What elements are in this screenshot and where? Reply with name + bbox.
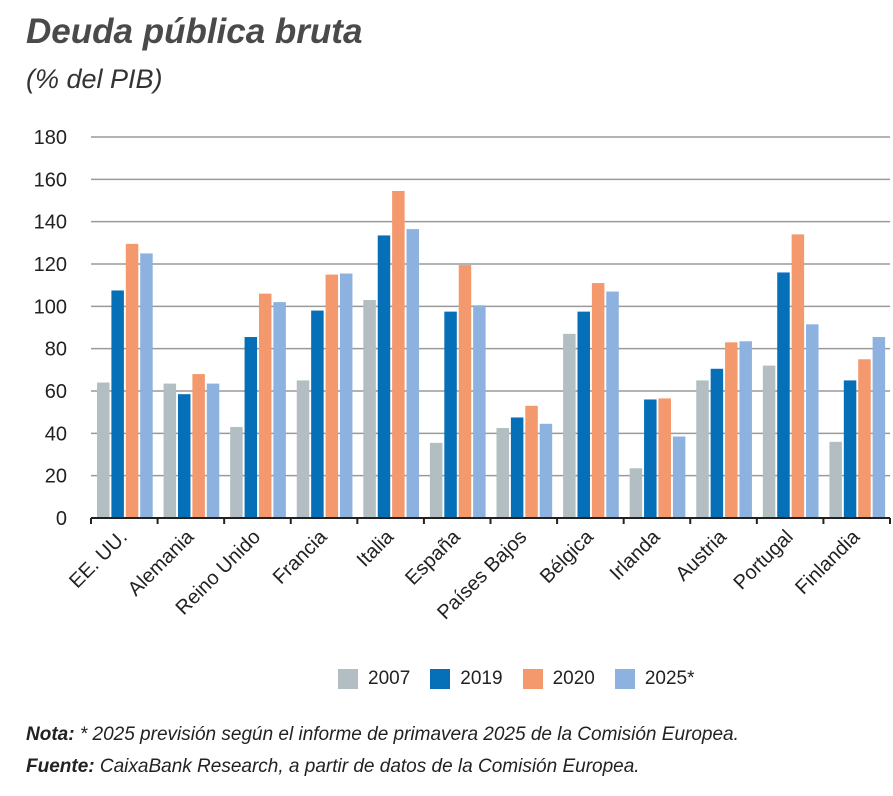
- y-tick-label: 180: [34, 127, 67, 149]
- y-tick-label: 20: [45, 466, 67, 488]
- x-tick-label: Italia: [353, 525, 399, 571]
- bar-2019-5: [444, 311, 457, 518]
- legend-swatch: [338, 669, 358, 689]
- chart-subtitle: (% del PIB): [26, 64, 163, 94]
- bar-2020-1: [192, 374, 205, 518]
- bar-2020-5: [458, 265, 472, 518]
- bar-2019-8: [644, 399, 657, 518]
- bar-2020-6: [525, 405, 538, 518]
- bar-2019-0: [111, 290, 124, 518]
- legend-label: 2020: [552, 668, 595, 689]
- bar-2007-5: [429, 442, 443, 518]
- legend-item: 2020: [522, 668, 595, 690]
- legend-label: 2025*: [644, 668, 695, 689]
- y-tick-label: 80: [45, 339, 67, 361]
- bar-2007-1: [163, 383, 177, 518]
- bar-2019-7: [577, 311, 590, 518]
- bar-2019-4: [377, 235, 391, 519]
- x-tick-label: Finlandia: [791, 525, 865, 599]
- legend-item: 2025*: [614, 668, 695, 690]
- bar-2020-7: [591, 283, 605, 518]
- y-tick-label: 60: [45, 381, 67, 403]
- y-tick-label: 160: [34, 169, 67, 191]
- bar-2020-4: [392, 190, 405, 518]
- bar-2020-9: [725, 342, 738, 518]
- x-tick-label: EE. UU.: [65, 526, 132, 593]
- source-line: Fuente: CaixaBank Research, a partir de …: [26, 756, 640, 778]
- note-text: * 2025 previsión según el informe de pri…: [74, 724, 739, 745]
- y-tick-label: 120: [34, 254, 67, 276]
- bar-2019-3: [311, 310, 324, 518]
- bar-2007-3: [296, 380, 310, 518]
- legend-swatch: [522, 669, 543, 689]
- bar-2025-1: [206, 383, 220, 518]
- y-tick-label: 140: [34, 212, 67, 234]
- bar-2020-3: [325, 274, 339, 518]
- bar-2019-6: [510, 417, 524, 518]
- bar-2025-3: [339, 273, 353, 518]
- legend-swatch: [430, 669, 451, 689]
- bar-2025-6: [539, 423, 553, 518]
- source-label: Fuente:: [26, 756, 95, 777]
- x-tick-label: Francia: [269, 525, 332, 588]
- legend-swatch: [614, 669, 635, 689]
- bar-2025-0: [140, 253, 153, 518]
- bar-2020-11: [858, 359, 871, 518]
- y-tick-label: 0: [56, 508, 67, 530]
- bar-2007-9: [696, 380, 709, 518]
- chart-title: Deuda pública bruta: [26, 12, 363, 51]
- x-tick-label: Irlanda: [606, 525, 665, 584]
- bar-2025-5: [473, 305, 486, 518]
- note-label: Nota:: [26, 724, 75, 745]
- bar-2025-2: [273, 302, 286, 518]
- bar-2020-10: [791, 234, 805, 518]
- bar-2019-9: [710, 368, 724, 518]
- bar-2007-11: [829, 441, 842, 518]
- bar-2007-2: [230, 426, 243, 518]
- bar-2025-10: [806, 324, 819, 518]
- bar-2019-11: [843, 380, 857, 518]
- x-tick-label: Austria: [672, 525, 732, 585]
- bar-2025-8: [672, 436, 686, 518]
- bar-2007-10: [762, 365, 776, 518]
- source-text: CaixaBank Research, a partir de datos de…: [94, 756, 640, 777]
- bar-2007-0: [97, 382, 110, 518]
- bar-2007-8: [629, 468, 643, 518]
- y-tick-label: 100: [34, 296, 67, 318]
- y-tick-label: 40: [45, 423, 67, 445]
- bar-2020-8: [658, 398, 671, 518]
- bar-2019-1: [177, 394, 191, 518]
- legend: 2007 2019 2020 2025*: [338, 668, 695, 690]
- bar-2025-11: [872, 337, 886, 518]
- bar-2025-4: [406, 229, 420, 518]
- bar-2025-7: [606, 291, 619, 518]
- x-tick-label: Bélgica: [536, 525, 599, 588]
- x-tick-label: España: [401, 525, 465, 589]
- bar-2007-6: [496, 428, 509, 518]
- bar-2020-2: [258, 293, 272, 518]
- bar-2019-2: [244, 337, 258, 518]
- note-line: Nota: * 2025 previsión según el informe …: [26, 724, 739, 746]
- legend-item: 2007: [338, 668, 410, 690]
- bar-2019-10: [777, 272, 790, 518]
- bar-2025-9: [739, 341, 752, 518]
- legend-label: 2019: [460, 668, 503, 689]
- legend-label: 2007: [368, 668, 411, 689]
- bar-2007-7: [563, 333, 576, 518]
- x-tick-label: Portugal: [729, 526, 797, 594]
- bar-2007-4: [363, 299, 376, 518]
- legend-item: 2019: [430, 668, 503, 690]
- bar-2020-0: [125, 243, 139, 518]
